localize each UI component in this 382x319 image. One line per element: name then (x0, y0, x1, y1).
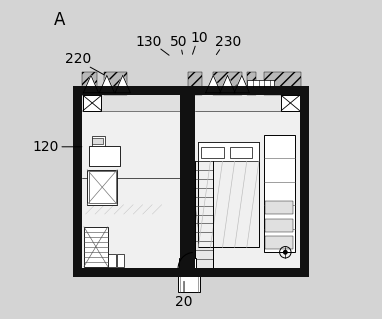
Bar (83, 95, 180, 111)
Circle shape (283, 250, 287, 254)
Text: 230: 230 (215, 35, 241, 49)
Bar (195, 161, 213, 268)
Bar (92, 138, 103, 144)
Text: 10: 10 (191, 31, 209, 45)
Bar (84, 227, 108, 267)
Bar (89, 146, 120, 167)
Bar (87, 170, 117, 204)
Bar (73, 268, 309, 277)
Text: 50: 50 (170, 35, 187, 49)
Polygon shape (234, 75, 249, 93)
Bar (104, 71, 128, 95)
Text: 130: 130 (136, 35, 162, 49)
Bar (73, 86, 83, 277)
Text: 120: 120 (32, 140, 59, 154)
Polygon shape (220, 75, 235, 93)
Bar (198, 142, 259, 248)
Bar (264, 71, 301, 95)
Bar (195, 95, 291, 111)
Bar (265, 201, 293, 214)
Bar (83, 95, 299, 268)
Bar (281, 95, 299, 111)
Bar (299, 86, 309, 277)
Bar (178, 273, 200, 292)
Bar (264, 135, 295, 252)
Bar (188, 71, 202, 95)
Bar (265, 236, 293, 249)
Polygon shape (115, 75, 130, 93)
Bar (73, 86, 309, 277)
Polygon shape (99, 75, 115, 93)
Bar (198, 142, 259, 161)
Bar (108, 254, 116, 267)
Bar (247, 71, 256, 95)
Polygon shape (83, 75, 99, 93)
Bar (230, 147, 252, 158)
Bar (179, 258, 196, 269)
Bar (117, 254, 124, 267)
Bar (89, 171, 116, 203)
Polygon shape (206, 75, 221, 93)
Text: 220: 220 (65, 52, 91, 66)
Text: A: A (53, 11, 65, 29)
Bar (73, 86, 309, 95)
Bar (83, 71, 97, 95)
Bar (247, 80, 274, 87)
Bar (92, 136, 105, 146)
Text: 20: 20 (175, 295, 193, 309)
Bar (83, 95, 102, 111)
Bar (265, 219, 293, 232)
Bar (180, 86, 195, 268)
Bar (213, 71, 242, 95)
Bar (201, 147, 224, 158)
